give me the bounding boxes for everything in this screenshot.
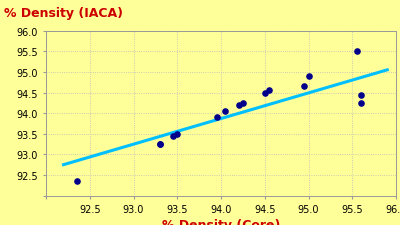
Point — [156, 143, 163, 146]
Point — [174, 132, 180, 136]
Point — [262, 91, 268, 95]
X-axis label: % Density (Core): % Density (Core) — [162, 218, 280, 225]
Point — [354, 50, 360, 54]
Point — [301, 85, 307, 89]
Point — [305, 75, 312, 79]
Point — [74, 180, 80, 183]
Point — [358, 93, 364, 97]
Point — [214, 116, 220, 119]
Text: % Density (IACA): % Density (IACA) — [4, 7, 123, 20]
Point — [222, 110, 228, 113]
Point — [358, 101, 364, 105]
Point — [266, 89, 272, 93]
Point — [235, 104, 242, 107]
Point — [240, 101, 246, 105]
Point — [170, 134, 176, 138]
Point — [156, 143, 163, 146]
